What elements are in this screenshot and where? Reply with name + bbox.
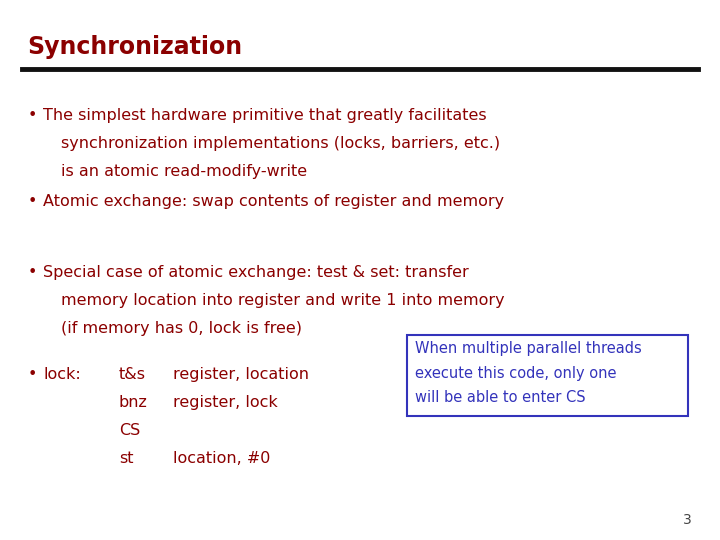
Text: synchronization implementations (locks, barriers, etc.): synchronization implementations (locks, … <box>61 136 500 151</box>
Text: is an atomic read-modify-write: is an atomic read-modify-write <box>61 164 307 179</box>
Text: lock:: lock: <box>43 367 81 382</box>
Text: will be able to enter CS: will be able to enter CS <box>415 390 586 405</box>
Text: (if memory has 0, lock is free): (if memory has 0, lock is free) <box>61 321 302 336</box>
Text: register, lock: register, lock <box>173 395 277 410</box>
Text: Atomic exchange: swap contents of register and memory: Atomic exchange: swap contents of regist… <box>43 194 504 210</box>
Text: location, #0: location, #0 <box>173 451 270 467</box>
Text: •: • <box>27 108 37 123</box>
Text: t&s: t&s <box>119 367 145 382</box>
Text: st: st <box>119 451 133 467</box>
Text: Synchronization: Synchronization <box>27 35 243 59</box>
Text: The simplest hardware primitive that greatly facilitates: The simplest hardware primitive that gre… <box>43 108 487 123</box>
Text: •: • <box>27 194 37 210</box>
Text: 3: 3 <box>683 512 691 526</box>
Text: When multiple parallel threads: When multiple parallel threads <box>415 341 642 356</box>
FancyBboxPatch shape <box>407 335 688 416</box>
Text: •: • <box>27 265 37 280</box>
Text: bnz: bnz <box>119 395 148 410</box>
Text: memory location into register and write 1 into memory: memory location into register and write … <box>61 293 505 308</box>
Text: •: • <box>27 367 37 382</box>
Text: register, location: register, location <box>173 367 309 382</box>
Text: execute this code, only one: execute this code, only one <box>415 366 617 381</box>
Text: CS: CS <box>119 423 140 438</box>
Text: Special case of atomic exchange: test & set: transfer: Special case of atomic exchange: test & … <box>43 265 469 280</box>
